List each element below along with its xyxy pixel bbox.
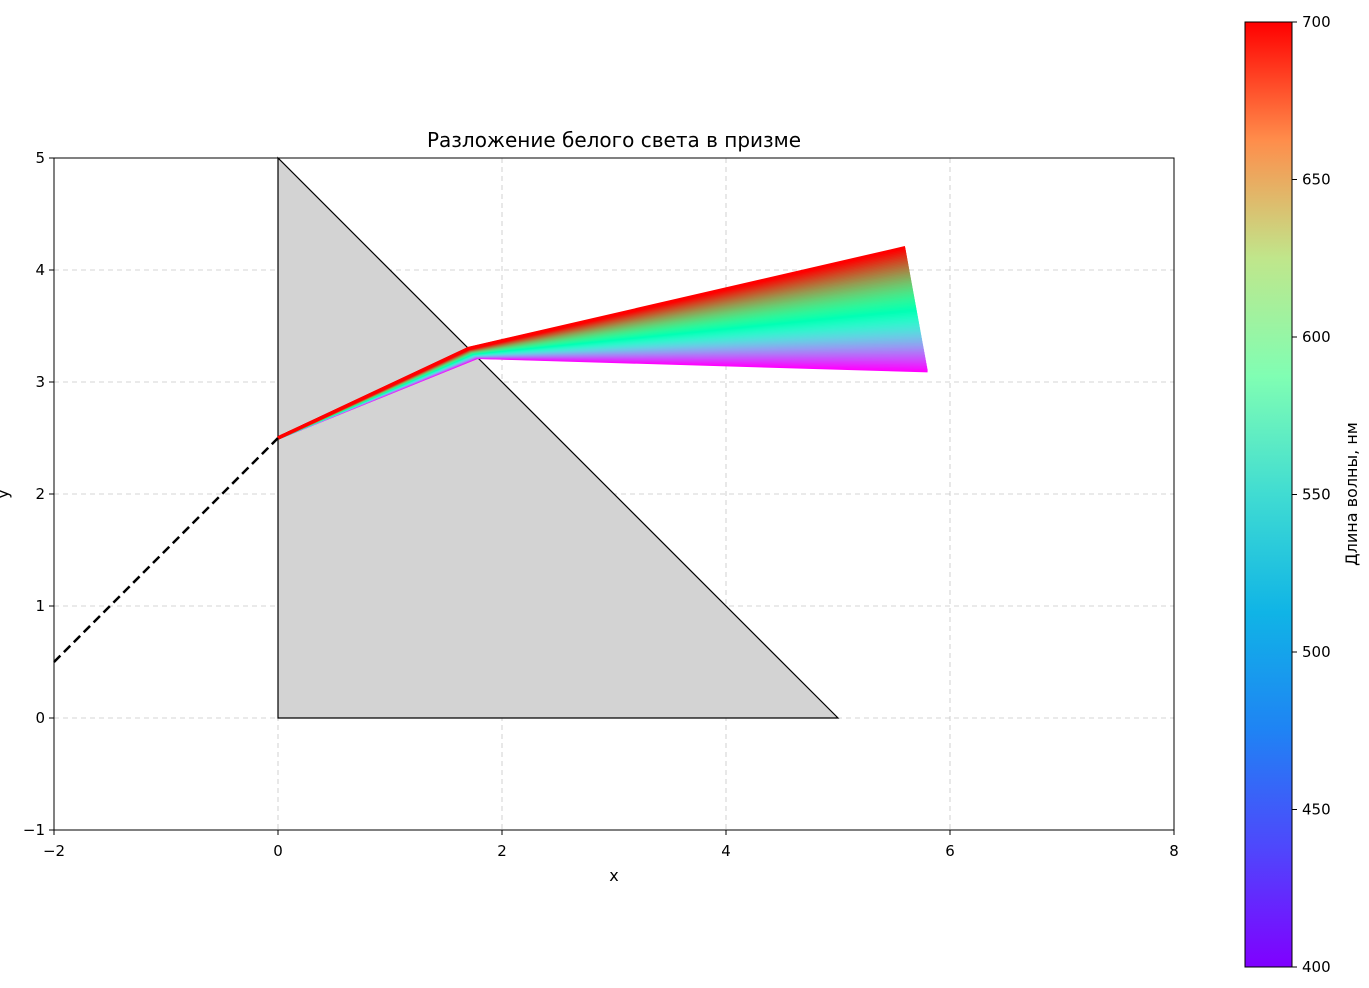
y-axis-ticks: −1 0 1 2 3 4 5 xyxy=(23,149,54,839)
y-tick-label: 0 xyxy=(35,709,45,727)
colorbar-ticks: 400 450 500 550 600 650 700 xyxy=(1292,13,1331,976)
x-tick-label: −2 xyxy=(43,842,65,860)
x-tick-label: 4 xyxy=(721,842,731,860)
colorbar-label: Длина волны, нм xyxy=(1342,422,1361,566)
x-axis-ticks: −2 0 2 4 6 8 xyxy=(43,830,1179,860)
colorbar-tick-label: 500 xyxy=(1302,643,1331,661)
x-tick-label: 0 xyxy=(273,842,283,860)
chart-title: Разложение белого света в призме xyxy=(427,128,801,152)
x-tick-label: 6 xyxy=(945,842,955,860)
colorbar-tick-label: 450 xyxy=(1302,801,1331,819)
y-tick-label: −1 xyxy=(23,821,45,839)
x-tick-label: 2 xyxy=(497,842,507,860)
colorbar xyxy=(1244,21,1293,968)
colorbar-tick-label: 700 xyxy=(1302,13,1331,31)
y-tick-label: 4 xyxy=(35,261,45,279)
ray xyxy=(277,246,906,440)
incident-ray xyxy=(53,437,279,663)
prism xyxy=(277,156,840,719)
colorbar-tick-label: 600 xyxy=(1302,328,1331,346)
y-tick-label: 3 xyxy=(35,373,45,391)
x-tick-label: 8 xyxy=(1169,842,1179,860)
colorbar-tick-label: 400 xyxy=(1302,958,1331,976)
y-tick-label: 2 xyxy=(35,485,45,503)
y-tick-label: 5 xyxy=(35,149,45,167)
y-axis-label: y xyxy=(0,489,12,498)
colorbar-tick-label: 650 xyxy=(1302,171,1331,189)
y-tick-label: 1 xyxy=(35,597,45,615)
dispersed-rays xyxy=(277,246,928,440)
x-axis-label: x xyxy=(609,866,618,885)
colorbar-tick-label: 550 xyxy=(1302,486,1331,504)
